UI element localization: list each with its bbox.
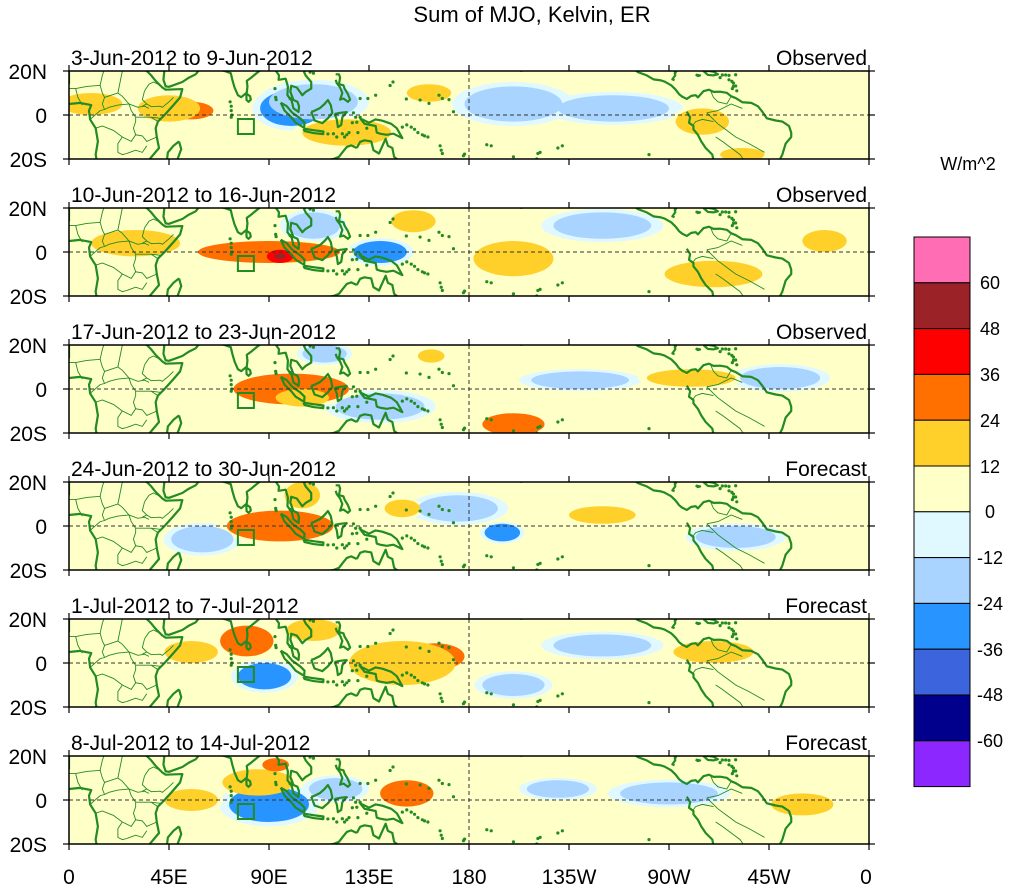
panel-status: Observed (776, 47, 867, 70)
panel-date-range: 8-Jul-2012 to 14-Jul-2012 (71, 732, 310, 755)
lat-label-20n: 20N (8, 472, 47, 495)
lon-label-360: 0 (860, 866, 872, 889)
lon-label-45e: 45E (150, 866, 187, 889)
colorbar-swatch (914, 649, 970, 695)
lon-label-90w: 90W (647, 866, 690, 889)
anomaly-contour (676, 108, 729, 134)
colorbar-tick-12: 12 (980, 457, 1000, 477)
anomaly-contour (665, 261, 763, 287)
lat-label-eq: 0 (35, 790, 47, 813)
anomaly-contour (418, 349, 445, 362)
anomaly-contour (287, 212, 340, 238)
colorbar-swatch (914, 283, 970, 329)
anomaly-contour (771, 793, 833, 815)
colorbar-swatch (914, 374, 970, 420)
colorbar-swatch (914, 558, 970, 604)
lon-label-135w: 135W (542, 866, 597, 889)
colorbar-swatch (914, 420, 970, 466)
lat-label-20s: 20S (10, 560, 47, 583)
map-panel-3: 17-Jun-2012 to 23-Jun-2012 Observed 20N 0 20… (8, 321, 875, 446)
panel-date-range: 1-Jul-2012 to 7-Jul-2012 (71, 595, 299, 618)
lat-label-20n: 20N (8, 61, 47, 84)
lat-label-20n: 20N (8, 335, 47, 358)
lat-label-20n: 20N (8, 198, 47, 221)
map-panel-4: 24-Jun-2012 to 30-Jun-2012 Forecast 20N 0 20… (8, 458, 875, 583)
lon-label-90e: 90E (250, 866, 287, 889)
anomaly-contour (391, 210, 435, 232)
anomaly-contour (802, 230, 846, 252)
panel-date-range: 10-Jun-2012 to 16-Jun-2012 (71, 184, 336, 207)
colorbar-swatch (914, 741, 970, 787)
panel-status: Forecast (785, 595, 867, 618)
panel-date-range: 3-Jun-2012 to 9-Jun-2012 (71, 47, 313, 70)
map-panels: 3-Jun-2012 to 9-Jun-2012 Observed20N020S1… (8, 47, 875, 857)
anomaly-contour (569, 506, 636, 524)
anomaly-core (274, 253, 286, 259)
map-panel-6: 8-Jul-2012 to 14-Jul-2012 Forecast 20N 0 20S (8, 732, 875, 857)
anomaly-contour (165, 641, 218, 663)
anomaly-contour (385, 500, 421, 518)
anomaly-contour (531, 371, 629, 389)
lon-label-180: 180 (451, 866, 486, 889)
colorbar-tick-60: 60 (980, 273, 1000, 293)
anomaly-contour (407, 84, 451, 102)
anomaly-contour (171, 526, 233, 552)
anomaly-contour (527, 780, 589, 798)
lat-label-20n: 20N (8, 746, 47, 769)
map-panel-1: 3-Jun-2012 to 9-Jun-2012 Observed 20N 0 20S (8, 47, 875, 172)
figure-title: Sum of MJO, Kelvin, ER (413, 2, 650, 27)
lat-label-20s: 20S (10, 286, 47, 309)
colorbar-swatch (914, 466, 970, 512)
figure: Sum of MJO, Kelvin, ER 3-Jun-2012 to 9-J… (0, 0, 1021, 889)
panel-status: Observed (776, 321, 867, 344)
panel-date-range: 24-Jun-2012 to 30-Jun-2012 (71, 458, 336, 481)
colorbar-tick-neg24: -24 (977, 594, 1003, 614)
colorbar-tick-neg48: -48 (977, 685, 1003, 705)
lat-label-eq: 0 (35, 105, 47, 128)
lat-label-eq: 0 (35, 242, 47, 265)
lat-label-20n: 20N (8, 609, 47, 632)
anomaly-contour (647, 369, 736, 387)
colorbar-tick-36: 36 (980, 365, 1000, 385)
anomaly-contour (465, 86, 563, 121)
lat-label-20s: 20S (10, 423, 47, 446)
lon-label-135e: 135E (344, 866, 393, 889)
colorbar-swatch (914, 695, 970, 741)
longitude-axis: 0 45E 90E 135E 180 135W 90W 45W 0 (63, 866, 872, 889)
lat-label-eq: 0 (35, 653, 47, 676)
map-panel-2: 10-Jun-2012 to 16-Jun-2012 Observed 20N 0 20… (8, 184, 875, 309)
panel-status: Forecast (785, 458, 867, 481)
colorbar-swatch (914, 237, 970, 283)
anomaly-contour (418, 495, 498, 521)
anomaly-contour (553, 212, 651, 238)
panel-status: Forecast (785, 732, 867, 755)
colorbar-tick-neg60: -60 (977, 731, 1003, 751)
panel-date-range: 17-Jun-2012 to 23-Jun-2012 (71, 321, 336, 344)
anomaly-contour (553, 634, 651, 656)
lat-label-20s: 20S (10, 834, 47, 857)
colorbar-swatch (914, 512, 970, 558)
colorbar-tick-0: 0 (985, 502, 995, 522)
lat-label-20s: 20S (10, 149, 47, 172)
colorbar-units: W/m^2 (940, 154, 995, 174)
colorbar-tick-24: 24 (980, 411, 1000, 431)
colorbar: W/m^2 60 48 36 24 12 0 -12 -24 -36 -48 -… (914, 154, 1003, 787)
lat-label-eq: 0 (35, 516, 47, 539)
colorbar-tick-neg36: -36 (977, 640, 1003, 660)
lon-label-0: 0 (63, 866, 75, 889)
colorbar-swatch (914, 603, 970, 649)
anomaly-contour (696, 526, 776, 548)
lon-label-45w: 45W (747, 866, 790, 889)
panel-status: Observed (776, 184, 867, 207)
anomaly-contour (620, 782, 718, 804)
anomaly-contour (558, 95, 669, 121)
map-panel-5: 1-Jul-2012 to 7-Jul-2012 Forecast 20N 0 20S (8, 595, 875, 720)
lat-label-20s: 20S (10, 697, 47, 720)
anomaly-contour (473, 241, 553, 276)
lat-label-eq: 0 (35, 379, 47, 402)
colorbar-tick-neg12: -12 (977, 548, 1003, 568)
colorbar-swatch (914, 329, 970, 375)
colorbar-tick-48: 48 (980, 319, 1000, 339)
